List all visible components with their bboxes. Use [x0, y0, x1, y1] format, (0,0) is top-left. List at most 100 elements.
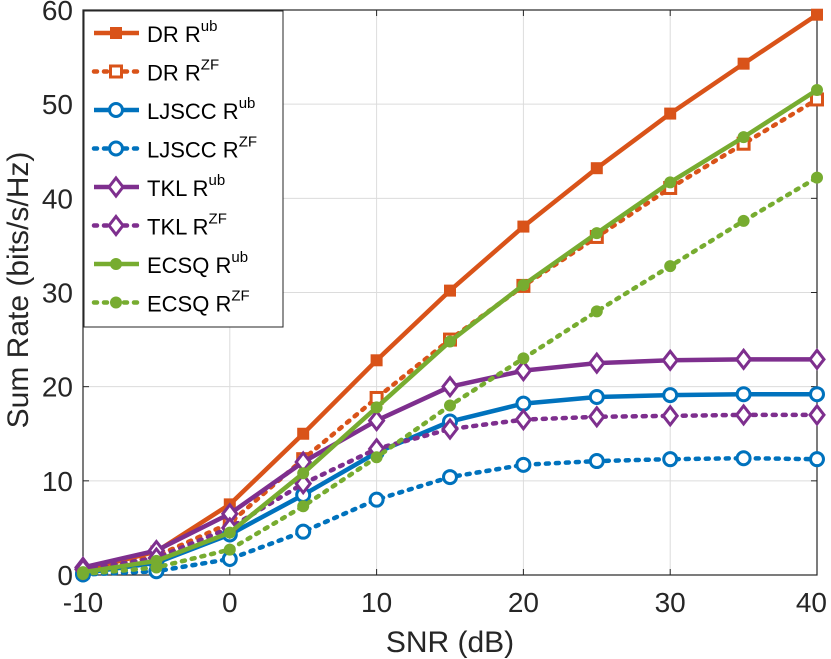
data-point [664, 260, 677, 273]
y-tick-label: 10 [42, 466, 73, 497]
data-point [735, 386, 752, 403]
legend-label-name: ECSQ R [147, 292, 231, 317]
legend-marker [107, 175, 125, 199]
data-point [370, 354, 383, 367]
data-point [664, 176, 677, 189]
legend-item: DR Rub [94, 18, 217, 47]
legend-label-name: LJSCC R [147, 138, 239, 163]
legend-label-superscript: ub [231, 249, 248, 266]
legend-label-name: ECSQ R [147, 253, 231, 278]
legend-label-name: LJSCC R [147, 99, 239, 124]
data-point [370, 451, 383, 464]
y-tick-label: 50 [42, 89, 73, 120]
data-point [515, 456, 532, 473]
data-point [295, 523, 312, 540]
data-point [811, 8, 823, 21]
legend-label: DR Rub [147, 18, 217, 47]
legend-label-name: DR R [147, 61, 201, 86]
legend-label: LJSCC Rub [147, 95, 255, 124]
legend-marker [108, 102, 124, 118]
x-tick-label: 10 [361, 587, 392, 618]
data-point [734, 347, 753, 371]
series-7 [77, 171, 823, 581]
legend-label-superscript: ub [201, 18, 218, 35]
legend-marker [107, 214, 125, 237]
legend-label-superscript: ZF [239, 134, 257, 151]
data-point [297, 467, 310, 480]
series-3 [75, 450, 825, 583]
data-point [664, 107, 677, 120]
data-point [223, 543, 236, 556]
legend-item: ECSQ Rub [94, 249, 248, 278]
legend-label: LJSCC RZF [147, 134, 257, 163]
data-point [517, 220, 530, 233]
x-tick-label: -10 [63, 587, 103, 618]
data-point [809, 386, 825, 403]
data-point [294, 472, 313, 496]
data-point [590, 162, 603, 175]
legend-label: TKL Rub [147, 172, 225, 201]
data-point [297, 427, 310, 440]
legend-marker [110, 258, 122, 270]
x-tick-label: 30 [655, 587, 686, 618]
data-point [737, 131, 750, 144]
legend-item: TKL RZF [91, 211, 227, 240]
legend-label-superscript: ub [209, 172, 226, 189]
data-point [444, 284, 456, 297]
data-point [223, 526, 236, 539]
data-point [734, 403, 753, 427]
y-tick-label: 60 [42, 0, 73, 26]
x-tick-label: 0 [222, 587, 238, 618]
data-point [515, 395, 532, 412]
data-point [297, 500, 310, 513]
data-point [661, 348, 680, 372]
data-point [587, 351, 606, 375]
data-point [517, 352, 530, 365]
legend-item: DR RZF [91, 57, 219, 86]
x-tick-label: 20 [508, 587, 539, 618]
legend-label-superscript: ZF [231, 288, 249, 305]
legend-box [83, 10, 284, 328]
data-point [442, 469, 458, 486]
data-point [514, 408, 533, 432]
data-point [811, 84, 823, 97]
data-point [588, 453, 605, 470]
legend-item: ECSQ RZF [91, 288, 250, 317]
data-point [150, 561, 163, 574]
y-tick-label: 40 [42, 183, 73, 214]
x-axis-label: SNR (dB) [386, 626, 514, 659]
legend-label: TKL RZF [147, 211, 227, 240]
data-point [809, 451, 825, 468]
legend-label-superscript: ub [239, 95, 256, 112]
series-line [80, 412, 820, 572]
legend-label-name: TKL R [147, 176, 209, 201]
data-point [662, 451, 679, 468]
y-axis-label: Sum Rate (bits/s/Hz) [2, 152, 35, 429]
legend-label: DR RZF [147, 57, 219, 86]
data-point [77, 568, 89, 581]
data-point [737, 214, 750, 227]
data-point [588, 389, 605, 406]
legend-marker [109, 64, 123, 79]
data-point [587, 405, 606, 429]
legend-marker [110, 27, 122, 39]
legend-label: ECSQ Rub [147, 249, 248, 278]
legend-label-name: DR R [147, 22, 201, 47]
data-point [808, 403, 826, 427]
y-tick-label: 0 [57, 560, 73, 591]
legend-item: TKL Rub [94, 172, 225, 201]
data-point [590, 305, 603, 318]
legend-label: ECSQ RZF [147, 288, 250, 317]
data-point [590, 227, 603, 240]
data-point [441, 417, 459, 441]
legend-marker [110, 296, 122, 309]
legend-item: LJSCC Rub [94, 95, 255, 124]
legend-marker [108, 140, 124, 157]
legend-label-superscript: ZF [201, 57, 219, 74]
data-point [368, 491, 385, 508]
legend-label-superscript: ZF [209, 211, 227, 228]
y-tick-label: 30 [42, 278, 73, 309]
data-point [735, 450, 752, 467]
